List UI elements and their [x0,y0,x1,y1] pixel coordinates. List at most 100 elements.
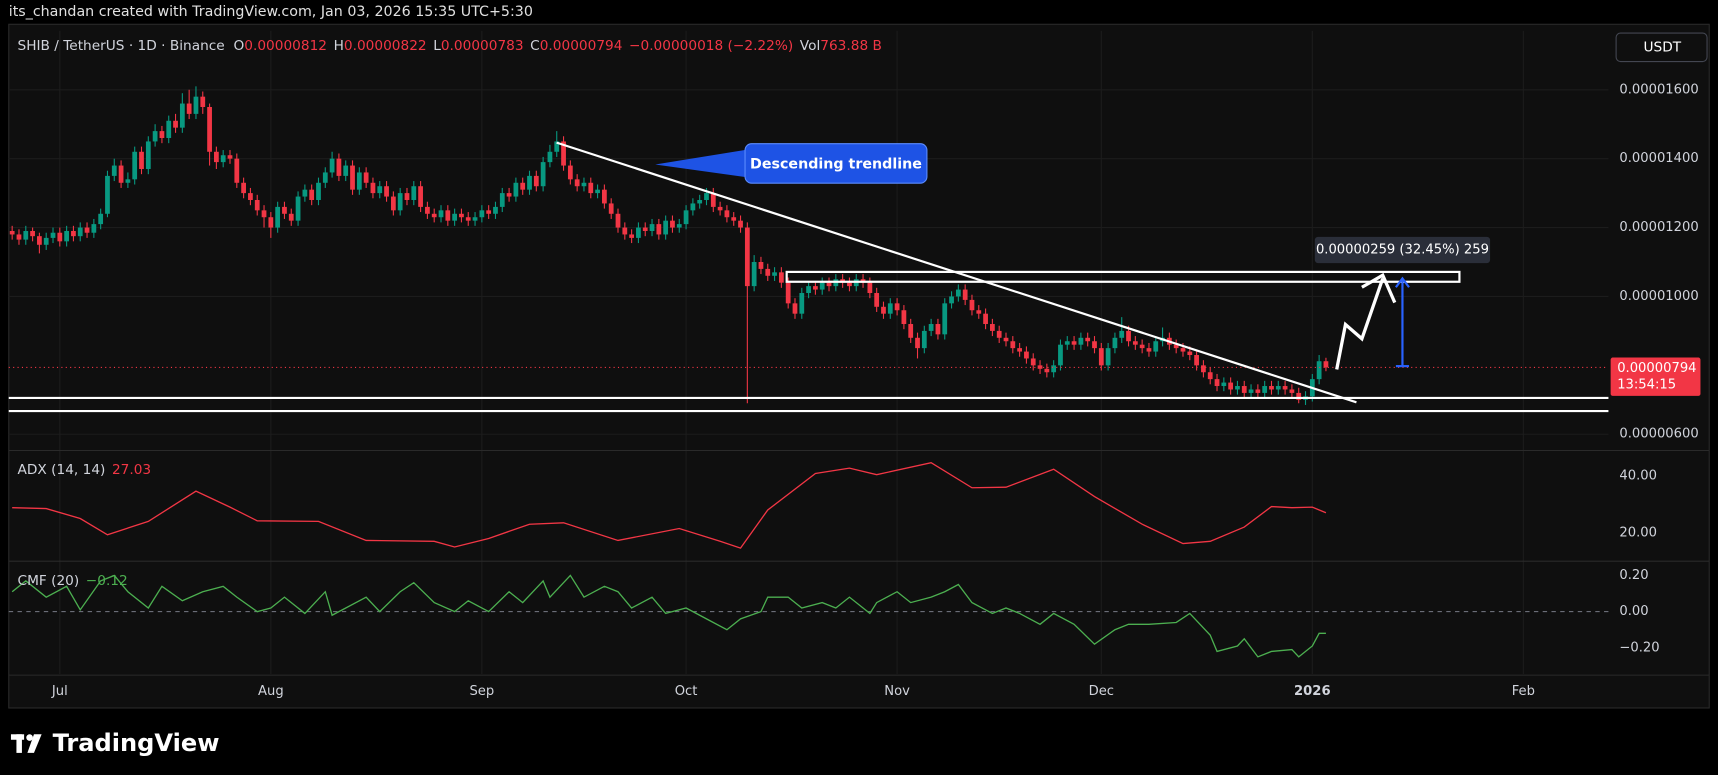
candle-body [996,330,1002,338]
candle-body [710,193,716,207]
candle-body [1262,386,1268,393]
candle-body [425,206,430,214]
candle-body [404,193,410,201]
candle-body [16,234,22,240]
candle-body [1078,337,1084,345]
x-tick-label: Dec [1089,684,1114,699]
y-tick-label: 0.00 [1619,604,1648,619]
y-tick-label: 0.00001200 [1619,220,1698,235]
currency-button[interactable] [1615,32,1708,63]
candle-body [704,193,709,201]
candle-body [697,200,703,204]
candle-body [227,155,233,159]
candle-body [43,237,49,245]
candle-body [636,227,641,238]
candle-body [595,189,600,194]
candle-body [200,96,206,107]
candle-body [921,330,927,349]
candle-body [268,217,274,228]
candle-body [751,262,757,287]
callout-pointer [655,149,750,178]
x-tick-label: 2026 [1294,684,1331,699]
candle-body [350,165,355,190]
y-tick-label: 0.00001000 [1619,289,1698,304]
chart-frame [8,23,1710,709]
candle-body [935,324,941,335]
candle-body [588,182,594,194]
candle-body [302,189,308,197]
candle-body [220,155,226,163]
candle-body [819,282,825,290]
candle-body [1228,382,1234,390]
candle-body [159,131,165,138]
candle-body [234,158,240,183]
candle-body [799,293,805,314]
measure-arrowhead [1394,276,1410,288]
candle-body [370,182,376,194]
candle-body [1051,365,1057,373]
legend-value: 0.00000812 [244,38,327,54]
candle-body [778,272,784,283]
y-tick-label: 0.00000600 [1619,427,1698,442]
indicator-line [11,574,1326,658]
candle-body [486,210,492,214]
legend-label: L [433,38,441,54]
candle-body [567,165,573,180]
callout-text: Descending trendline [750,157,922,173]
candle-body [949,296,954,304]
y-tick-label: 0.00001600 [1619,82,1698,97]
candle-body [533,175,539,187]
candle-body [915,337,920,349]
candle-body [1112,337,1118,349]
candle-body [193,96,199,114]
brand: TradingView [53,729,220,757]
last-price-label: 0.00000794 [1617,361,1696,376]
x-tick-label: Sep [469,684,494,699]
candle-body [98,213,104,225]
candle-body [717,206,723,211]
y-tick-label: 0.20 [1619,568,1648,583]
candle-body [105,175,110,214]
candle-body [738,220,743,228]
candle-body [465,217,471,221]
candle-body [881,306,886,314]
candle-body [1282,386,1288,390]
candle-body [1194,355,1199,366]
candle-body [1105,348,1111,366]
y-tick-label: 20.00 [1619,525,1657,540]
symbol-header: SHIB / TetherUS · 1D · Binance O0.0000081… [18,38,882,54]
candle-body [608,203,614,214]
candle-body [792,303,798,314]
candle-body [1207,372,1213,380]
candle-body [459,213,464,218]
currency-label[interactable]: USDT [1643,39,1681,55]
candle-body [91,224,97,233]
candle-body [166,120,172,138]
candle-body [765,268,771,276]
measure-box [1314,236,1491,264]
candle-body [1214,379,1220,387]
candle-body [874,293,880,307]
candle-body [1085,337,1091,342]
candle-body [118,165,124,183]
candle-body [499,193,505,207]
candle-body [731,217,737,221]
candle-body [1119,330,1125,338]
candle-body [1289,389,1295,393]
candle-body [356,172,362,190]
candle-body [955,289,961,297]
candle-body [1173,344,1179,349]
x-tick-label: Oct [675,684,698,699]
candle-body [179,103,185,128]
candle-body [1132,341,1138,345]
candle-body [418,186,423,207]
last-price-box [1610,357,1701,396]
candle-body [64,231,70,242]
candle-body [288,213,294,221]
candle-body [9,231,15,235]
symbol-title: SHIB / TetherUS · 1D · Binance [18,38,225,54]
y-tick-label: 0.00001400 [1619,151,1698,166]
legend-label: C [530,38,540,54]
indicator-line [12,462,1327,549]
candle-body [1044,368,1050,373]
